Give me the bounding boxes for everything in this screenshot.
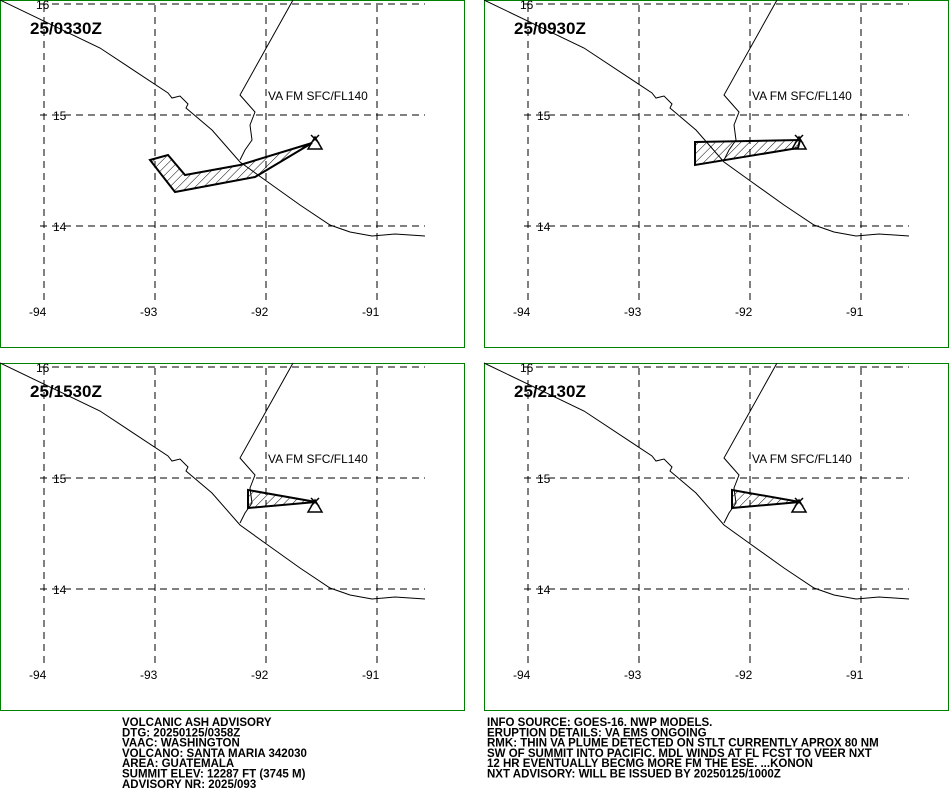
volcano-symbol <box>790 497 808 513</box>
lat-label: 15 <box>53 472 67 486</box>
advisory-line: 12 HR EVENTUALLY BECMG MORE FM THE ESE. … <box>487 758 813 770</box>
advisory-line: INFO SOURCE: GOES-16. NWP MODELS. <box>487 717 712 729</box>
map-panel: 25/0930Z VA FM SFC/FL140 16 15 14 -94 -93 -92 -9… <box>483 0 949 348</box>
map-panel: 25/1530Z VA FM SFC/FL140 16 15 14 -94 -93 -92 -9… <box>0 361 465 711</box>
lon-label: -91 <box>362 668 380 682</box>
lat-label: 14 <box>53 220 67 234</box>
lon-label: -93 <box>624 305 642 319</box>
panel-border <box>0 0 465 348</box>
volcano-symbol <box>790 134 808 150</box>
panel-border <box>484 0 949 348</box>
advisory-line: VOLCANIC ASH ADVISORY <box>122 717 272 729</box>
valid-time: 25/1530Z <box>30 382 102 401</box>
lon-label: -93 <box>624 668 642 682</box>
level-label: VA FM SFC/FL140 <box>752 452 852 466</box>
ash-area <box>731 488 801 510</box>
lon-label: -94 <box>513 305 531 319</box>
lat-label: 14 <box>537 583 551 597</box>
border <box>723 362 778 524</box>
advisory-line: DTG: 20250125/0358Z <box>122 727 240 739</box>
lat-label: 16 <box>36 0 50 12</box>
lon-label: -91 <box>362 305 380 319</box>
advisory-line: ADVISORY NR: 2025/093 <box>122 779 256 791</box>
lon-label: -93 <box>140 668 158 682</box>
lon-label: -94 <box>29 668 47 682</box>
advisory-line: NXT ADVISORY: WILL BE ISSUED BY 20250125… <box>487 769 781 781</box>
advisory-line: RMK: THIN VA PLUME DETECTED ON STLT CURR… <box>487 738 879 750</box>
lat-label: 16 <box>520 361 534 375</box>
volcano-symbol <box>306 134 324 150</box>
lat-label: 16 <box>36 361 50 375</box>
lon-label: -92 <box>251 668 269 682</box>
valid-time: 25/0930Z <box>514 19 586 38</box>
lon-label: -92 <box>735 305 753 319</box>
lat-label: 16 <box>520 0 534 12</box>
border <box>239 0 294 161</box>
coastline <box>0 362 426 600</box>
lat-label: 15 <box>537 109 551 123</box>
valid-time: 25/2130Z <box>514 382 586 401</box>
border <box>239 362 294 524</box>
lon-label: -94 <box>513 668 531 682</box>
map-panel: 25/2130Z VA FM SFC/FL140 16 15 14 -94 -93 -92 -9… <box>483 361 949 711</box>
level-label: VA FM SFC/FL140 <box>268 89 368 103</box>
panel-border <box>0 363 465 711</box>
lat-label: 14 <box>537 220 551 234</box>
ash-area <box>148 142 313 194</box>
panel-border <box>484 363 949 711</box>
lat-label: 15 <box>537 472 551 486</box>
lon-label: -92 <box>251 305 269 319</box>
advisory-line: SW OF SUMMIT INTO PACIFIC. MDL WINDS AT … <box>487 748 872 760</box>
advisory-line: ERUPTION DETAILS: VA EMS ONGOING <box>487 727 707 739</box>
lat-label: 14 <box>53 583 67 597</box>
advisory-line: VAAC: WASHINGTON <box>122 738 240 750</box>
lon-label: -92 <box>735 668 753 682</box>
lon-label: -91 <box>846 305 864 319</box>
map-panel: 25/0330Z VA FM SFC/FL140 16 15 14 -94 -93 -92 -9… <box>0 0 465 348</box>
advisory-line: VOLCANO: SANTA MARIA 342030 <box>122 748 307 760</box>
lat-label: 15 <box>53 109 67 123</box>
ash-area <box>694 138 802 167</box>
advisory-line: SUMMIT ELEV: 12287 FT (3745 M) <box>122 769 306 781</box>
lon-label: -91 <box>846 668 864 682</box>
ash-area <box>247 488 317 510</box>
valid-time: 25/0330Z <box>30 19 102 38</box>
volcano-symbol <box>306 497 324 513</box>
level-label: VA FM SFC/FL140 <box>752 89 852 103</box>
advisory-line: AREA: GUATEMALA <box>122 758 234 770</box>
coastline <box>0 0 426 237</box>
level-label: VA FM SFC/FL140 <box>268 452 368 466</box>
lon-label: -94 <box>29 305 47 319</box>
coastline <box>483 362 910 600</box>
lon-label: -93 <box>140 305 158 319</box>
